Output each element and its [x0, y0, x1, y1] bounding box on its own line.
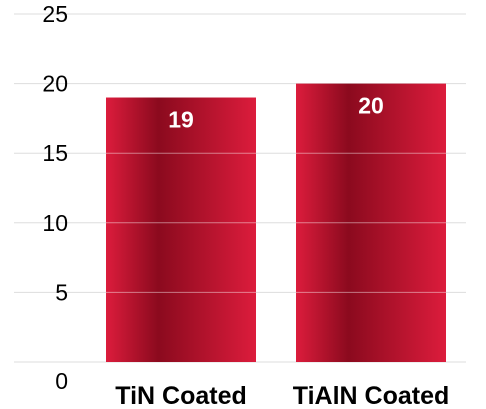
y-axis-tick-labels: 0 5 10 15 20 25 [42, 1, 68, 394]
y-tick-label-0: 0 [55, 368, 68, 394]
data-label-tialn-coated: 20 [358, 93, 384, 119]
category-label-tialn-coated: TiAlN Coated [293, 382, 450, 409]
bar-tialn-coated [296, 83, 446, 362]
category-label-tin-coated: TiN Coated [115, 382, 247, 409]
y-tick-label-10: 10 [42, 210, 68, 236]
data-label-tin-coated: 19 [168, 107, 194, 133]
bar-overlay-gridlines [106, 152, 446, 293]
y-tick-label-20: 20 [42, 71, 68, 97]
y-tick-label-15: 15 [42, 140, 68, 166]
bar-tin-coated [106, 97, 256, 363]
x-axis-category-labels: TiN Coated TiAlN Coated [115, 382, 449, 409]
bars [106, 83, 446, 363]
y-tick-label-5: 5 [55, 279, 68, 305]
y-tick-label-25: 25 [42, 1, 68, 27]
